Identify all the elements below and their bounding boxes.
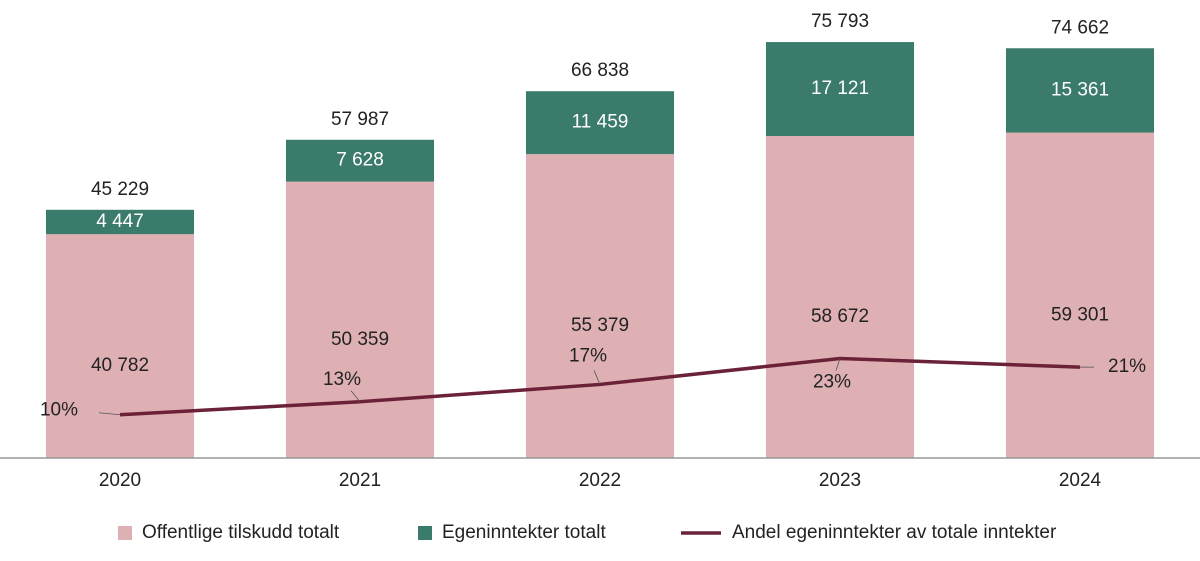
legend-label: Andel egeninntekter av totale inntekter bbox=[732, 522, 1057, 543]
legend-swatch bbox=[118, 526, 132, 540]
value-label: 7 628 bbox=[336, 150, 384, 171]
value-label: 55 379 bbox=[571, 315, 629, 336]
bar-segment bbox=[1006, 48, 1154, 133]
legend-label: Egeninntekter totalt bbox=[442, 522, 606, 543]
line-label: 10% bbox=[40, 400, 78, 421]
bar-segment bbox=[1006, 132, 1154, 458]
total-label: 75 793 bbox=[811, 11, 869, 32]
total-label: 66 838 bbox=[571, 60, 629, 81]
value-label: 4 447 bbox=[96, 211, 144, 232]
leader-line bbox=[350, 390, 361, 403]
bar-segment bbox=[286, 181, 434, 458]
total-label: 74 662 bbox=[1051, 17, 1109, 38]
leader-line bbox=[593, 370, 601, 385]
x-tick-label: 2022 bbox=[579, 470, 621, 491]
x-tick-label: 2020 bbox=[99, 470, 141, 491]
bar-segment bbox=[286, 139, 434, 182]
bar-segment bbox=[766, 42, 914, 137]
value-label: 15 361 bbox=[1051, 79, 1109, 100]
line-label: 23% bbox=[813, 371, 851, 392]
value-label: 40 782 bbox=[91, 355, 149, 376]
bar-segment bbox=[526, 154, 674, 458]
bar-segment bbox=[526, 91, 674, 155]
value-label: 59 301 bbox=[1051, 304, 1109, 325]
bar-segment bbox=[46, 234, 194, 458]
x-tick-label: 2024 bbox=[1059, 470, 1102, 491]
value-label: 17 121 bbox=[811, 78, 869, 99]
line-label: 21% bbox=[1108, 356, 1146, 377]
leader-line bbox=[98, 412, 121, 416]
value-label: 11 459 bbox=[572, 112, 629, 133]
value-label: 50 359 bbox=[331, 329, 389, 350]
bar-segment bbox=[766, 136, 914, 458]
value-label: 58 672 bbox=[811, 306, 869, 327]
x-tick-label: 2021 bbox=[339, 470, 381, 491]
x-tick-label: 2023 bbox=[819, 470, 861, 491]
leader-line bbox=[835, 358, 841, 371]
legend-label: Offentlige tilskudd totalt bbox=[142, 522, 340, 543]
total-label: 57 987 bbox=[331, 109, 389, 130]
line-label: 17% bbox=[569, 345, 607, 366]
total-label: 45 229 bbox=[91, 179, 149, 200]
legend-swatch bbox=[418, 526, 432, 540]
line-label: 13% bbox=[323, 369, 361, 390]
bar-segment bbox=[46, 209, 194, 235]
